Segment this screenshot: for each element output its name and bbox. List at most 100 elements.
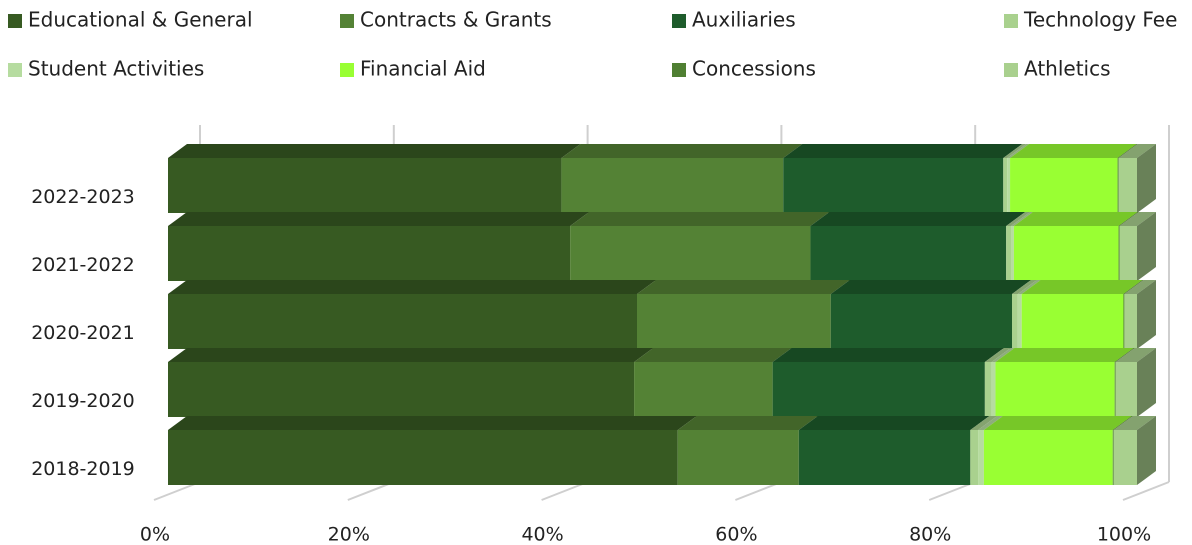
bar bbox=[1010, 158, 1118, 213]
bar bbox=[830, 294, 1012, 349]
x-tick-label: 0% bbox=[140, 524, 170, 545]
bar bbox=[634, 362, 773, 417]
bar bbox=[1113, 430, 1137, 485]
legend-swatch bbox=[340, 63, 354, 77]
bar-top bbox=[1011, 280, 1037, 294]
bar-top bbox=[168, 144, 581, 158]
bar-top bbox=[1124, 280, 1156, 294]
bar-top bbox=[677, 416, 818, 430]
bar-top bbox=[1021, 280, 1143, 294]
bar bbox=[636, 294, 831, 349]
x-tick-label: 100% bbox=[1097, 524, 1151, 545]
legend-label: Student Activities bbox=[28, 57, 204, 81]
bar bbox=[1118, 226, 1120, 281]
x-tick-label: 60% bbox=[715, 524, 757, 545]
bar-top bbox=[1013, 212, 1138, 226]
bar-top bbox=[991, 348, 1015, 362]
bar-side bbox=[1137, 416, 1156, 485]
bar bbox=[1007, 158, 1011, 213]
legend-label: Athletics bbox=[1024, 57, 1111, 81]
bar-side bbox=[1137, 212, 1156, 281]
legend-label: Concessions bbox=[692, 57, 816, 81]
bar bbox=[995, 362, 1115, 417]
bar bbox=[1021, 294, 1124, 349]
bar-top bbox=[636, 280, 850, 294]
legend-label: Financial Aid bbox=[360, 57, 486, 81]
bar bbox=[1017, 294, 1022, 349]
legend-label: Technology Fee bbox=[1023, 8, 1177, 32]
bar-top bbox=[995, 348, 1134, 362]
bar-top bbox=[1123, 280, 1144, 294]
bar bbox=[168, 158, 562, 213]
bar bbox=[1112, 430, 1114, 485]
bar-top bbox=[1115, 348, 1156, 362]
bar-top bbox=[984, 348, 1011, 362]
legend-swatch bbox=[1004, 14, 1018, 28]
bar-top bbox=[1118, 212, 1139, 226]
bar bbox=[783, 158, 1004, 213]
bar-top bbox=[983, 416, 1132, 430]
bar bbox=[798, 430, 971, 485]
legend-swatch bbox=[672, 63, 686, 77]
bar-top bbox=[1017, 280, 1041, 294]
bar-top bbox=[970, 416, 998, 430]
bar bbox=[978, 430, 984, 485]
y-tick-label: 2019-2020 bbox=[31, 390, 135, 412]
bar-top bbox=[1010, 144, 1137, 158]
legend-swatch bbox=[8, 63, 22, 77]
bar-top bbox=[1011, 212, 1033, 226]
bar bbox=[570, 226, 811, 281]
bar bbox=[1118, 158, 1137, 213]
bar bbox=[1115, 362, 1137, 417]
bar bbox=[991, 362, 996, 417]
bar bbox=[1117, 158, 1119, 213]
bar-top bbox=[1119, 212, 1156, 226]
bar-top bbox=[168, 212, 590, 226]
bar-top bbox=[1007, 144, 1030, 158]
bar bbox=[1013, 226, 1119, 281]
bar-side bbox=[1137, 144, 1156, 213]
bar-top bbox=[1112, 416, 1133, 430]
bar bbox=[677, 430, 799, 485]
legend-swatch bbox=[340, 14, 354, 28]
bar-top bbox=[772, 348, 1004, 362]
bar bbox=[970, 430, 979, 485]
legend-swatch bbox=[1004, 63, 1018, 77]
bar bbox=[1114, 362, 1116, 417]
bar-top bbox=[561, 144, 803, 158]
bar-top bbox=[810, 212, 1026, 226]
bar bbox=[1003, 158, 1008, 213]
bar-top bbox=[168, 280, 656, 294]
y-tick-label: 2018-2019 bbox=[31, 458, 135, 480]
floor-line bbox=[1122, 481, 1170, 501]
y-tick-label: 2020-2021 bbox=[31, 322, 135, 344]
bar-top bbox=[1006, 212, 1031, 226]
bar-top bbox=[1118, 144, 1156, 158]
bar bbox=[561, 158, 784, 213]
legend-label: Auxiliaries bbox=[692, 8, 796, 32]
legend-swatch bbox=[8, 14, 22, 28]
bar-side bbox=[1137, 348, 1156, 417]
bar bbox=[1124, 294, 1137, 349]
bar bbox=[983, 430, 1113, 485]
bar-top bbox=[1003, 144, 1027, 158]
x-tick-label: 80% bbox=[909, 524, 951, 545]
bar-top bbox=[168, 348, 654, 362]
bar bbox=[1123, 294, 1125, 349]
y-tick-label: 2022-2023 bbox=[31, 186, 135, 208]
legend-label: Educational & General bbox=[28, 8, 253, 32]
bar bbox=[168, 430, 678, 485]
x-tick-label: 20% bbox=[328, 524, 370, 545]
bar-top bbox=[978, 416, 1003, 430]
bar bbox=[1006, 226, 1012, 281]
bar-top bbox=[783, 144, 1023, 158]
bar-top bbox=[570, 212, 830, 226]
legend-label: Contracts & Grants bbox=[360, 8, 552, 32]
bar bbox=[1011, 226, 1014, 281]
legend-swatch bbox=[672, 14, 686, 28]
bar-side bbox=[1137, 280, 1156, 349]
bar bbox=[168, 362, 635, 417]
bar bbox=[1119, 226, 1137, 281]
bar-top bbox=[634, 348, 792, 362]
